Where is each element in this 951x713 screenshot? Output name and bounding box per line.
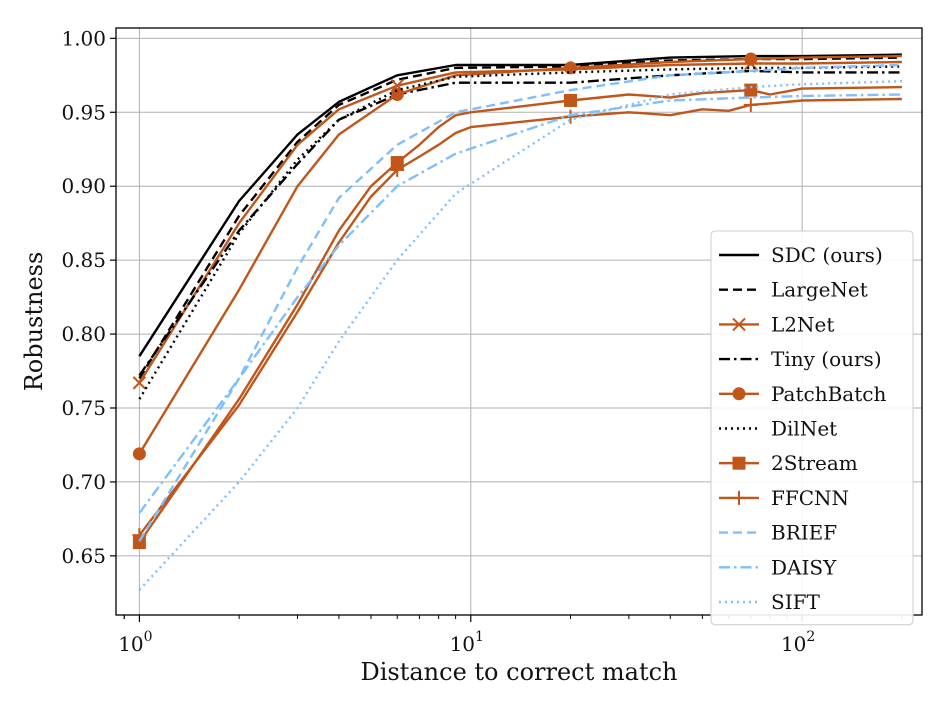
legend-item-sdc-ours: SDC (ours) (719, 243, 883, 267)
legend-item-brief: BRIEF (719, 521, 837, 545)
y-tick-label: 0.65 (61, 544, 106, 568)
series-lines (132, 52, 902, 591)
legend-label: L2Net (771, 312, 834, 336)
legend-item-patchbatch: PatchBatch (719, 382, 886, 406)
series-line-l2net (138, 60, 902, 384)
x-tick-exponent: 1 (475, 629, 484, 645)
legend-marker-stroke (732, 317, 746, 332)
x-tick-label: 100 (118, 629, 152, 656)
y-tick-label: 0.95 (61, 100, 106, 124)
x-tick-base: 10 (118, 632, 143, 656)
legend-item-sift: SIFT (719, 590, 820, 614)
x-tick-exponent: 0 (144, 629, 153, 645)
legend-marker (732, 490, 746, 505)
legend-item-largenet: LargeNet (719, 278, 868, 302)
legend-label: Tiny (ours) (771, 347, 882, 371)
legend-label: LargeNet (771, 278, 868, 302)
x-axis-label: Distance to correct match (360, 658, 677, 686)
legend-item-l2net: L2Net (719, 312, 834, 336)
series-line-sdc-ours (138, 53, 902, 357)
series-line-daisy (138, 93, 902, 514)
legend-marker (732, 456, 746, 470)
series-tiny-ours (138, 69, 902, 377)
legend: SDC (ours) LargeNet L2Net Tiny (ours) PatchB… (710, 230, 914, 626)
legend-label: SDC (ours) (771, 243, 883, 267)
y-axis-label: Robustness (20, 252, 48, 392)
data-point-ffcnn (563, 109, 578, 124)
data-point-ffcnn (743, 97, 758, 112)
legend-label: DilNet (771, 417, 837, 441)
data-point-ffcnn (390, 162, 405, 177)
data-point-patchbatch (132, 447, 146, 461)
legend-item-daisy: DAISY (719, 555, 837, 579)
data-point-2stream (132, 536, 146, 550)
legend-label: PatchBatch (771, 382, 886, 406)
x-tick-label: 102 (781, 629, 815, 656)
legend-label: DAISY (771, 555, 837, 579)
y-tick-label: 1.00 (61, 26, 106, 50)
series-line-tiny-ours (138, 69, 902, 377)
y-tick-label: 0.90 (61, 174, 106, 198)
legend-marker (732, 317, 746, 332)
data-point-patchbatch (390, 88, 404, 102)
legend-frame (710, 230, 914, 626)
data-point-l2net (132, 376, 147, 390)
series-brief (138, 63, 902, 542)
series-line-patchbatch (138, 54, 902, 455)
y-tick-label: 0.70 (61, 470, 106, 494)
legend-item-2stream: 2Stream (719, 451, 858, 475)
legend-label: BRIEF (771, 521, 837, 545)
y-tick-label: 0.80 (61, 322, 106, 346)
data-point-l2net-stroke (132, 376, 147, 390)
series-2stream (132, 83, 902, 550)
data-point-2stream (390, 156, 404, 170)
x-tick-label: 101 (450, 629, 484, 656)
data-point-2stream (744, 83, 758, 97)
series-ffcnn (132, 97, 902, 543)
x-tick-base: 10 (450, 632, 475, 656)
series-line-brief (138, 63, 902, 542)
legend-marker (732, 387, 746, 401)
series-daisy (138, 93, 902, 514)
data-point-patchbatch (744, 52, 758, 66)
legend-item-ffcnn: FFCNN (719, 486, 849, 510)
data-point-2stream (564, 93, 578, 107)
legend-label: FFCNN (771, 486, 849, 510)
y-tick-label: 0.75 (61, 396, 106, 420)
series-sdc-ours (138, 53, 902, 357)
legend-item-dilnet: DilNet (719, 417, 837, 441)
legend-label: SIFT (771, 590, 820, 614)
grid (116, 28, 922, 615)
x-tick-base: 10 (781, 632, 806, 656)
y-tick-label: 0.85 (61, 248, 106, 272)
plot-frame (115, 27, 923, 616)
x-tick-exponent: 2 (806, 629, 815, 645)
legend-label: 2Stream (771, 451, 858, 475)
legend-item-tiny-ours: Tiny (ours) (719, 347, 882, 371)
